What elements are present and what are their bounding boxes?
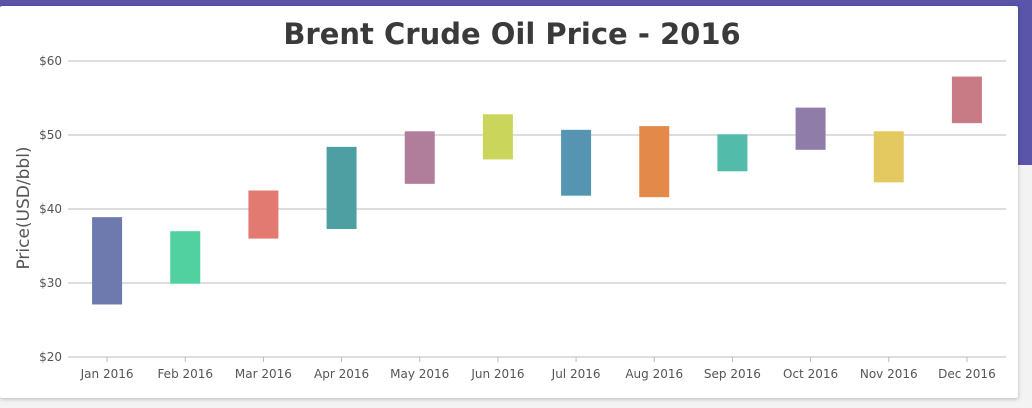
y-tick-label: $40	[39, 202, 62, 216]
x-tick-label: May 2016	[390, 367, 449, 381]
x-tick-label: Jan 2016	[80, 367, 134, 381]
range-bar[interactable]	[717, 134, 748, 172]
range-bar[interactable]	[404, 131, 435, 184]
y-tick-label: $20	[39, 350, 62, 364]
x-tick-label: Mar 2016	[235, 367, 292, 381]
range-bar[interactable]	[248, 190, 279, 239]
x-tick-label: Oct 2016	[783, 367, 838, 381]
x-tick-label: Apr 2016	[314, 367, 369, 381]
range-bar[interactable]	[482, 114, 513, 160]
range-bar[interactable]	[795, 107, 826, 150]
y-tick-label: $50	[39, 128, 62, 142]
range-bar[interactable]	[92, 217, 123, 305]
chart-card	[0, 6, 1018, 398]
range-bar[interactable]	[639, 126, 670, 198]
range-bar[interactable]	[873, 131, 904, 183]
range-bar[interactable]	[951, 76, 982, 124]
y-axis: $20 $30 $40 $50 $60	[39, 54, 62, 364]
x-tick-label: Jul 2016	[551, 367, 601, 381]
range-bar[interactable]	[561, 129, 592, 196]
x-tick-label: Feb 2016	[157, 367, 213, 381]
range-bar[interactable]	[326, 146, 357, 229]
x-axis: Jan 2016 Feb 2016 Mar 2016 Apr 2016 May 2016…	[80, 357, 996, 381]
x-tick-label: Aug 2016	[625, 367, 683, 381]
x-tick-label: Dec 2016	[938, 367, 996, 381]
y-tick-label: $30	[39, 276, 62, 290]
y-axis-label: Price(USD/bbl)	[14, 146, 34, 269]
y-tick-label: $60	[39, 54, 62, 68]
grid	[68, 60, 1006, 358]
chart-title: Brent Crude Oil Price - 2016	[283, 17, 740, 51]
range-bar[interactable]	[170, 231, 201, 284]
x-tick-label: Jun 2016	[470, 367, 524, 381]
x-tick-label: Nov 2016	[860, 367, 918, 381]
x-tick-label: Sep 2016	[704, 367, 761, 381]
bars	[92, 76, 982, 305]
